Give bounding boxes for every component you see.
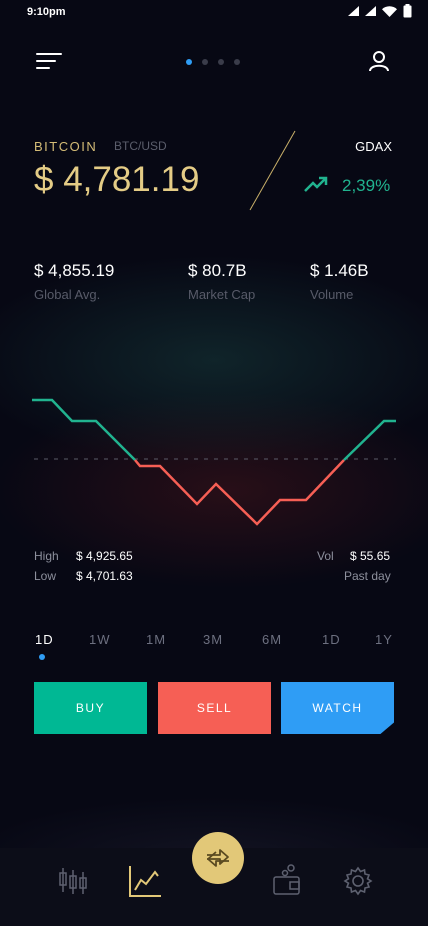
stat-value: $ 80.7B — [188, 261, 247, 280]
line-chart-icon — [129, 866, 161, 897]
vol-label-wrap: Vol — [317, 549, 334, 563]
status-time: 9:10pm — [27, 6, 66, 18]
vol-label: Vol — [317, 549, 334, 563]
time-range-selector: 1D 1W 1M 3M 6M 1D 1Y — [0, 632, 428, 662]
low-label: Low — [34, 569, 57, 583]
range-1y[interactable]: 1Y — [375, 632, 393, 647]
price-chart[interactable] — [0, 380, 428, 540]
status-icons — [348, 4, 412, 18]
menu-icon-line — [36, 60, 56, 62]
page-dot[interactable] — [202, 59, 208, 65]
high-value-wrap: $ 4,925.65 — [76, 549, 133, 563]
wallet-icon — [273, 864, 300, 895]
active-range-indicator — [39, 654, 45, 660]
low-value: $ 4,701.63 — [76, 569, 133, 583]
page-dot[interactable] — [186, 59, 192, 65]
period-label: Past day — [344, 569, 391, 583]
tab-candlestick[interactable] — [58, 866, 88, 901]
tab-wallet[interactable] — [272, 864, 302, 901]
stat-market-cap: $ 80.7B Market Cap — [188, 261, 255, 302]
stat-label: Market Cap — [188, 287, 256, 302]
exchange-button[interactable] — [192, 832, 244, 884]
menu-button[interactable] — [36, 53, 62, 69]
user-icon — [369, 51, 389, 72]
profile-button[interactable] — [368, 50, 390, 72]
vol-value: $ 55.65 — [350, 549, 391, 563]
sell-button[interactable]: SELL — [158, 682, 271, 734]
range-1d[interactable]: 1D — [35, 632, 54, 647]
tab-settings[interactable] — [343, 866, 373, 901]
vol-value-wrap: $ 55.65 — [350, 549, 390, 563]
trending-up-icon — [304, 176, 328, 192]
page-dot[interactable] — [234, 59, 240, 65]
stat-global-avg: $ 4,855.19 Global Avg. — [34, 261, 114, 302]
page-dot[interactable] — [218, 59, 224, 65]
period-wrap: Past day — [344, 569, 391, 583]
candlestick-icon — [59, 868, 87, 894]
high-value: $ 4,925.65 — [76, 549, 133, 563]
menu-icon-line — [36, 67, 50, 69]
range-6m[interactable]: 6M — [262, 632, 283, 647]
price-line-up-left — [32, 398, 136, 461]
stat-value: $ 1.46B — [310, 261, 369, 280]
current-price: $ 4,781.19 — [34, 160, 200, 199]
range-1w[interactable]: 1W — [89, 632, 111, 647]
high-label: High — [34, 549, 59, 563]
signal-icon — [348, 6, 359, 16]
price-line-up-right — [343, 419, 396, 461]
signal-icon — [365, 6, 376, 16]
range-1m[interactable]: 1M — [146, 632, 167, 647]
buy-button[interactable]: BUY — [34, 682, 147, 734]
range-3m[interactable]: 3M — [203, 632, 224, 647]
battery-icon — [403, 4, 412, 18]
range-1d-alt[interactable]: 1D — [322, 632, 341, 647]
exchange-name[interactable]: GDAX — [355, 139, 392, 154]
coin-name: BITCOIN — [34, 139, 98, 154]
page-indicator — [186, 59, 240, 65]
exchange-icon — [207, 849, 229, 867]
low-value-wrap: $ 4,701.63 — [76, 569, 133, 583]
stat-value: $ 4,855.19 — [34, 261, 115, 280]
tab-chart[interactable] — [128, 864, 162, 903]
stat-label: Volume — [310, 287, 354, 302]
wifi-icon — [382, 5, 397, 17]
header-divider — [249, 130, 296, 211]
watch-button[interactable]: WATCH — [281, 682, 394, 734]
menu-icon-line — [36, 53, 62, 55]
low-row: Low — [34, 569, 56, 583]
price-line-down — [134, 459, 345, 526]
high-row: High — [34, 549, 59, 563]
stat-volume: $ 1.46B Volume — [310, 261, 369, 302]
stat-label: Global Avg. — [34, 287, 101, 302]
currency-pair: BTC/USD — [114, 139, 167, 153]
settings-icon — [343, 866, 373, 896]
price-change: 2,39% — [342, 176, 391, 195]
